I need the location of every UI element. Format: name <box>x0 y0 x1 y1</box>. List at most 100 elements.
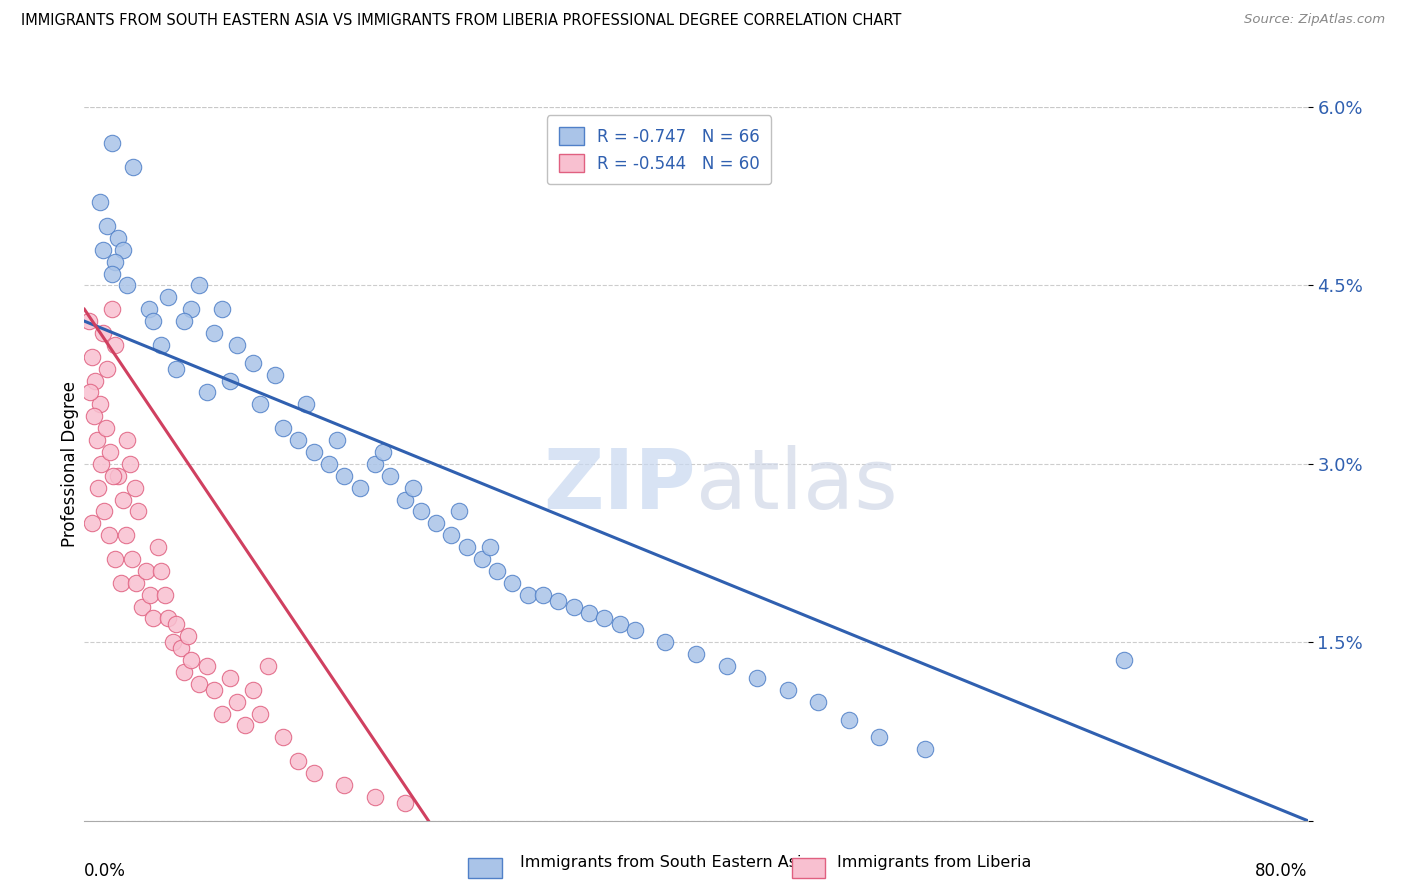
Point <box>188 278 211 293</box>
Point <box>101 267 124 281</box>
Point <box>914 742 936 756</box>
Point <box>593 611 616 625</box>
Point <box>138 302 160 317</box>
Text: Immigrants from South Eastern Asia: Immigrants from South Eastern Asia <box>520 855 811 870</box>
Point <box>501 575 523 590</box>
Text: Immigrants from Liberia: Immigrants from Liberia <box>837 855 1031 870</box>
Point <box>295 397 318 411</box>
Point <box>96 219 118 233</box>
Point <box>440 528 463 542</box>
Point <box>120 457 142 471</box>
Point <box>654 635 676 649</box>
Point <box>195 385 218 400</box>
Point <box>531 588 554 602</box>
Point <box>101 302 124 317</box>
Point <box>624 624 647 638</box>
Point <box>287 754 309 768</box>
Point <box>402 481 425 495</box>
Point <box>149 338 172 352</box>
Point <box>547 593 569 607</box>
Point <box>745 671 768 685</box>
Point <box>325 433 347 447</box>
Point <box>242 682 264 697</box>
Point <box>83 409 105 424</box>
Point <box>202 326 225 340</box>
Point <box>578 606 600 620</box>
Text: IMMIGRANTS FROM SOUTH EASTERN ASIA VS IMMIGRANTS FROM LIBERIA PROFESSIONAL DEGRE: IMMIGRANTS FROM SOUTH EASTERN ASIA VS IM… <box>21 13 901 29</box>
Point <box>173 665 195 679</box>
Point <box>77 314 100 328</box>
Point <box>173 314 195 328</box>
Text: 80.0%: 80.0% <box>1256 863 1308 880</box>
Point <box>104 254 127 268</box>
Text: Source: ZipAtlas.com: Source: ZipAtlas.com <box>1244 13 1385 27</box>
Point <box>97 528 120 542</box>
Point <box>371 445 394 459</box>
Point <box>131 599 153 614</box>
Point <box>157 290 180 304</box>
Point <box>364 789 387 804</box>
Point <box>716 659 738 673</box>
Point <box>93 504 115 518</box>
Point <box>242 356 264 370</box>
Point <box>685 647 707 661</box>
Point <box>456 540 478 554</box>
Point <box>1114 653 1136 667</box>
Point <box>157 611 180 625</box>
Point <box>218 671 240 685</box>
Point <box>86 433 108 447</box>
Point <box>91 326 114 340</box>
Text: ZIP: ZIP <box>544 445 696 525</box>
Point <box>188 677 211 691</box>
Point <box>211 706 233 721</box>
Point <box>211 302 233 317</box>
Point <box>125 575 148 590</box>
Point <box>80 350 103 364</box>
Point <box>114 528 136 542</box>
Point <box>478 540 501 554</box>
Point <box>562 599 585 614</box>
Point <box>180 302 202 317</box>
Point <box>165 361 187 376</box>
Point <box>226 338 249 352</box>
Point <box>142 611 165 625</box>
Point <box>146 540 169 554</box>
Point <box>333 468 356 483</box>
Point <box>333 778 356 792</box>
Y-axis label: Professional Degree: Professional Degree <box>60 381 79 547</box>
Point <box>394 492 416 507</box>
Point <box>349 481 371 495</box>
Point <box>264 368 287 382</box>
Point <box>516 588 538 602</box>
Point <box>165 617 187 632</box>
Point <box>170 641 193 656</box>
Point <box>84 374 107 388</box>
Text: atlas: atlas <box>696 445 897 525</box>
Point <box>218 374 240 388</box>
Point <box>318 457 340 471</box>
Point <box>115 433 138 447</box>
Point <box>195 659 218 673</box>
Point <box>122 160 145 174</box>
Point <box>124 481 146 495</box>
Legend: R = -0.747   N = 66, R = -0.544   N = 60: R = -0.747 N = 66, R = -0.544 N = 60 <box>547 115 772 185</box>
Point <box>155 588 177 602</box>
Point <box>79 385 101 400</box>
Point <box>271 731 294 745</box>
Point <box>869 731 891 745</box>
Point <box>107 468 129 483</box>
Point <box>471 552 494 566</box>
Point <box>177 629 200 643</box>
Point <box>486 564 509 578</box>
Point <box>202 682 225 697</box>
Text: 0.0%: 0.0% <box>84 863 127 880</box>
Point <box>111 492 134 507</box>
Point <box>425 516 447 531</box>
Point <box>90 457 112 471</box>
Point <box>226 695 249 709</box>
Point <box>91 243 114 257</box>
Point <box>249 397 271 411</box>
Point <box>101 136 124 150</box>
Point <box>80 516 103 531</box>
Point <box>776 682 799 697</box>
